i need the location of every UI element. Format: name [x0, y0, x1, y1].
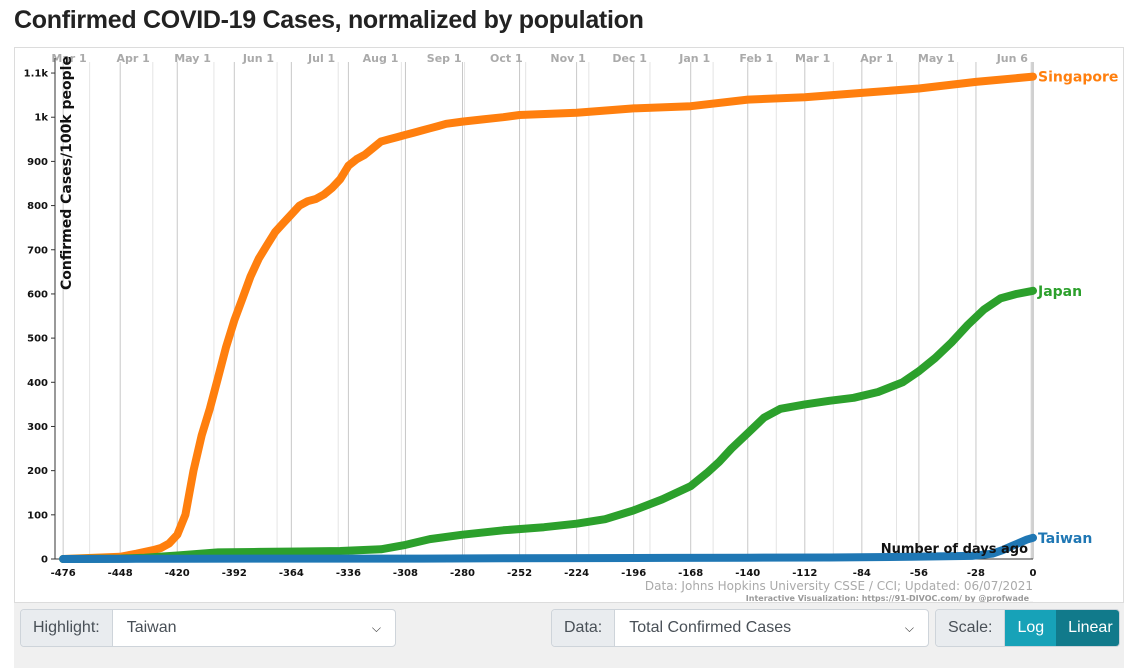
- series-layer: [59, 72, 1037, 563]
- scale-selector: Scale: Log Linear: [935, 609, 1120, 647]
- data-selector[interactable]: Data: Total Confirmed Cases ⌵: [551, 609, 929, 647]
- highlight-label: Highlight:: [21, 610, 113, 646]
- x-tick-label: -112: [792, 568, 817, 579]
- series-line-taiwan: [59, 533, 1037, 563]
- month-tick-label: Jun 1: [242, 52, 274, 65]
- series-line-singapore: [59, 72, 1037, 563]
- x-tick-label: -168: [678, 568, 703, 579]
- x-tick-label: 0: [1030, 568, 1037, 579]
- x-tick-label: -56: [910, 568, 928, 579]
- chart-frame: -476 -448 -420 -392 -364 -336 -308 -280 -252 -224…: [14, 47, 1124, 603]
- x-tick-label: -252: [507, 568, 532, 579]
- y-tick-label: 700: [27, 245, 48, 256]
- highlight-value: Taiwan: [126, 619, 177, 636]
- highlight-selector[interactable]: Highlight: Taiwan ⌵: [20, 609, 396, 647]
- chart-title: Confirmed COVID-19 Cases, normalized by …: [14, 6, 644, 34]
- today-marker: [1031, 62, 1034, 559]
- month-tick-label: Apr 1: [117, 52, 150, 65]
- month-tick-label: May 1: [918, 52, 955, 65]
- month-tick-label: Oct 1: [490, 52, 523, 65]
- data-label: Data:: [552, 610, 616, 646]
- month-tick-label: Jan 1: [678, 52, 710, 65]
- month-tick-label: Mar 1: [51, 52, 86, 65]
- x-tick-label: -448: [108, 568, 133, 579]
- month-tick-label: Apr 1: [860, 52, 893, 65]
- month-tick-label: Dec 1: [612, 52, 647, 65]
- month-tick-label: Jun 6: [996, 52, 1029, 65]
- y-tick-label: 200: [27, 466, 48, 477]
- x-tick-label: -364: [279, 568, 304, 579]
- month-tick-label: Sep 1: [427, 52, 462, 65]
- scale-log-button[interactable]: Log: [1005, 610, 1057, 646]
- x-tick-label: -28: [967, 568, 985, 579]
- controls-bar: Highlight: Taiwan ⌵ Data: Total Confirme…: [14, 603, 1124, 668]
- month-tick-label: Aug 1: [363, 52, 399, 65]
- highlight-select[interactable]: Taiwan ⌵: [113, 610, 395, 646]
- label-layer: Singapore Japan Taiwan: [1037, 70, 1118, 547]
- data-select[interactable]: Total Confirmed Cases ⌵: [615, 610, 928, 646]
- y-tick-label: 0: [41, 555, 48, 566]
- month-tick-label: Jul 1: [307, 52, 335, 65]
- grid-layer: [62, 62, 1034, 559]
- x-tick-label: -196: [621, 568, 646, 579]
- y-tick-label: 300: [27, 422, 48, 433]
- month-tick-label: Feb 1: [739, 52, 773, 65]
- chevron-down-icon: ⌵: [904, 620, 914, 635]
- x-tick-label: -280: [450, 568, 475, 579]
- data-value: Total Confirmed Cases: [629, 619, 792, 636]
- x-tick-label: -392: [222, 568, 247, 579]
- series-label-taiwan: Taiwan: [1038, 531, 1092, 547]
- y-tick-label: 900: [27, 157, 48, 168]
- x-tick-label: -420: [165, 568, 190, 579]
- y-tick-label: 600: [27, 289, 48, 300]
- series-label-singapore: Singapore: [1038, 70, 1118, 86]
- y-tick-label: 500: [27, 334, 48, 345]
- scale-label: Scale:: [936, 610, 1006, 646]
- source-annotation: Data: Johns Hopkins University CSSE / CC…: [645, 579, 1033, 593]
- x-tick-label: -84: [853, 568, 871, 579]
- x-tick-label: -336: [336, 568, 361, 579]
- month-tick-label: Mar 1: [795, 52, 830, 65]
- x-tick-label: -224: [564, 568, 589, 579]
- chart-svg: -476 -448 -420 -392 -364 -336 -308 -280 -252 -224…: [24, 52, 1119, 602]
- x-tick-label: -308: [393, 568, 418, 579]
- y-tick-label: 100: [27, 510, 48, 521]
- x-axis-label: Number of days ago: [881, 542, 1028, 557]
- x-tick-label: -140: [735, 568, 760, 579]
- month-tick-label: Nov 1: [550, 52, 585, 65]
- series-line-japan: [59, 286, 1037, 563]
- series-label-japan: Japan: [1037, 284, 1082, 300]
- month-tick-label: May 1: [174, 52, 211, 65]
- y-tick-label: 1k: [34, 113, 48, 124]
- y-tick-label: 800: [27, 201, 48, 212]
- y-axis-label: Confirmed Cases/100k people: [59, 56, 75, 290]
- y-tick-label: 400: [27, 378, 48, 389]
- credit-annotation: Interactive Visualization: https://91-DI…: [746, 594, 1033, 602]
- axis-layer: -476 -448 -420 -392 -364 -336 -308 -280 -252 -224…: [24, 52, 1037, 579]
- x-tick-label: -476: [51, 568, 76, 579]
- chevron-down-icon: ⌵: [371, 620, 381, 635]
- y-tick-label: 1.1k: [24, 69, 49, 80]
- scale-linear-button[interactable]: Linear: [1056, 610, 1119, 646]
